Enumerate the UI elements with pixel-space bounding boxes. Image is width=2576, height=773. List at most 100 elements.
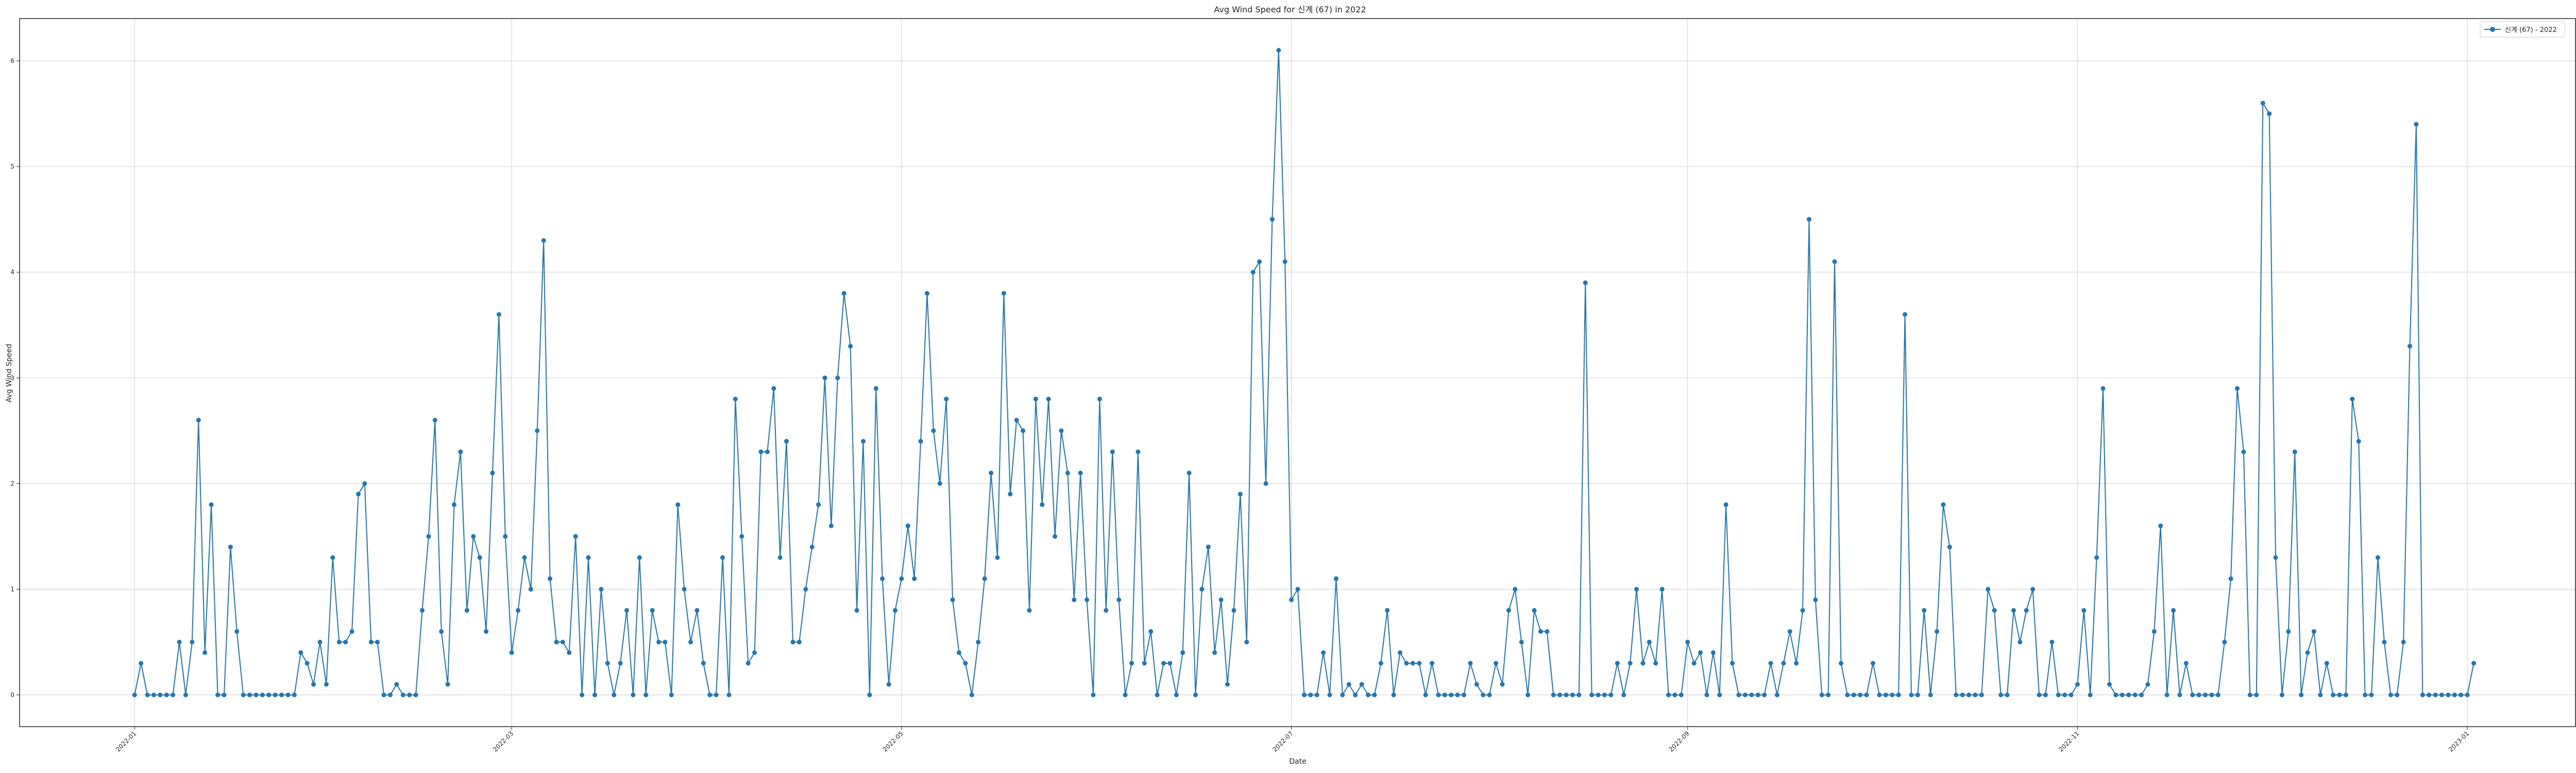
data-point [1487,693,1492,697]
data-point [2075,682,2080,687]
data-point [694,608,700,613]
data-point [752,650,757,655]
data-point [2254,693,2259,697]
data-point [2005,693,2010,697]
data-point [311,682,316,687]
data-point [1826,693,1831,697]
data-point [1155,693,1160,697]
data-point [937,481,942,486]
data-point [1992,608,1997,613]
data-point [2299,693,2304,697]
data-point [1545,629,1550,634]
data-point [2222,640,2227,645]
data-point [643,693,649,697]
data-point [2241,449,2246,455]
data-point [739,534,744,539]
data-point [663,640,668,645]
data-point [1180,650,1185,655]
data-point [528,586,533,592]
x-tick-label: 2023-01 [2447,730,2470,753]
x-tick-label: 2022-09 [1667,730,1690,753]
data-point [822,375,827,380]
data-point [1506,608,1511,613]
data-point [777,555,783,560]
data-point [1014,417,1019,423]
data-point [432,417,437,423]
data-point [1321,650,1326,655]
data-point [1806,217,1811,222]
data-point [2439,693,2444,697]
data-point [1366,693,1370,697]
data-point [1640,661,1646,666]
data-point [1481,693,1486,697]
data-point [1666,693,1671,697]
data-point [2305,650,2310,655]
data-point [1398,650,1402,655]
data-point [854,608,859,613]
data-point [1059,428,1064,433]
data-point [1538,629,1543,634]
data-point [675,502,681,507]
data-point [1333,576,1338,581]
data-point [688,640,693,645]
data-point [2369,693,2374,697]
series-layer [132,48,2476,697]
data-point [809,544,815,549]
data-point [1301,693,1307,697]
data-point [950,597,955,602]
data-point [1500,682,1505,687]
data-point [1941,502,1946,507]
data-point [452,502,456,507]
data-point [234,629,240,634]
data-point [803,586,808,592]
data-point [285,693,291,697]
data-point [828,523,834,528]
data-point [139,661,144,666]
y-tick-label: 4 [10,268,14,276]
data-point [2209,693,2214,697]
data-point [1947,544,1952,549]
data-point [548,576,553,581]
data-point [2471,661,2476,666]
data-point [1378,661,1383,666]
data-point [1468,661,1473,666]
data-point [1551,693,1556,697]
data-point [1187,470,1192,476]
data-point [1372,693,1377,697]
data-point [292,693,297,697]
data-point [2145,682,2150,687]
data-point [701,661,706,666]
series-line [134,49,2475,696]
data-point [2215,693,2221,697]
data-point [1250,270,1256,275]
data-point [1065,470,1070,476]
data-point [995,555,1000,560]
data-point [2318,693,2323,697]
data-point [1870,661,1875,666]
data-point [2151,629,2157,634]
data-point [2011,608,2016,613]
data-point [1634,586,1639,592]
data-point [1423,693,1428,697]
data-point [1129,661,1134,666]
data-point [209,502,214,507]
data-point [477,555,482,560]
data-point [2337,693,2342,697]
data-point [1691,661,1697,666]
data-point [944,396,949,401]
data-point [567,650,572,655]
data-point [1110,449,1115,455]
data-point [215,693,221,697]
data-point [1615,661,1620,666]
data-point [957,650,961,655]
data-point [1954,693,1959,697]
data-point [1532,608,1537,613]
data-point [247,693,252,697]
data-point [1621,693,1626,697]
data-point [720,555,725,560]
data-point [1519,640,1524,645]
data-point [279,693,284,697]
data-point [1199,586,1205,592]
data-point [1838,661,1843,666]
data-point [1053,534,1058,539]
